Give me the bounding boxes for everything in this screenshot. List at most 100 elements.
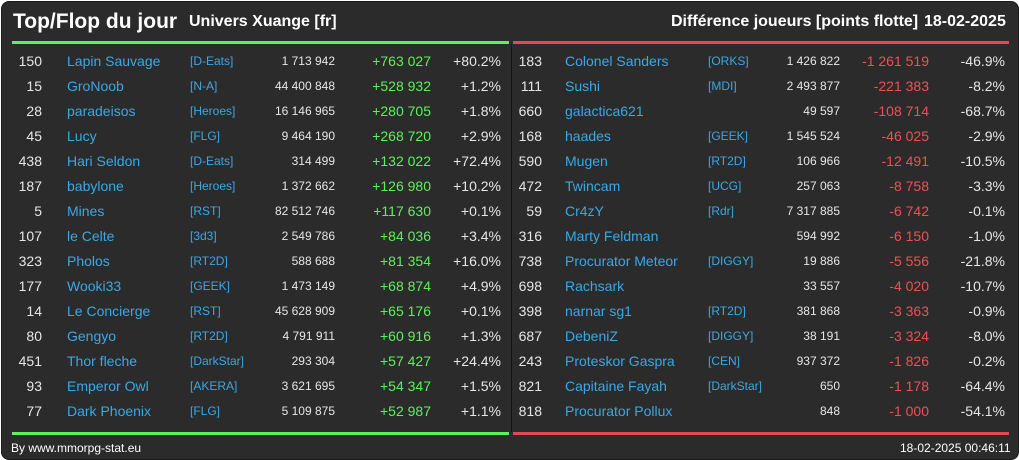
percent-change: -10.5% <box>960 153 1005 169</box>
player-name-link[interactable]: Wooki33 <box>67 278 122 294</box>
player-name-link[interactable]: Proteskor Gaspra <box>565 353 675 369</box>
alliance-tag-link[interactable]: [CEN] <box>708 354 741 368</box>
alliance-tag-link[interactable]: [3d3] <box>190 229 217 243</box>
player-name-link[interactable]: GroNoob <box>67 78 124 94</box>
alliance-tag-link[interactable]: [GEEK] <box>190 279 231 293</box>
player-points: 257 063 <box>796 179 840 193</box>
header: Top/Flop du jour Univers Xuange [fr] Dif… <box>2 2 1018 42</box>
top-row: 107 le Celte [3d3] 2 549 786 +84 036 +3.4% <box>2 224 502 249</box>
points-difference: -221 383 <box>873 78 929 94</box>
points-difference: -6 150 <box>889 228 929 244</box>
top-row: 150 Lapin Sauvage [D-Eats] 1 713 942 +763 02… <box>2 49 502 74</box>
player-name-link[interactable]: Hari Seldon <box>67 153 141 169</box>
points-difference: -3 363 <box>889 303 929 319</box>
player-rank: 15 <box>26 78 42 94</box>
player-name-link[interactable]: Lapin Sauvage <box>67 53 161 69</box>
player-points: 293 304 <box>291 354 335 368</box>
player-name-link[interactable]: DebeniZ <box>565 328 618 344</box>
player-points: 1 713 942 <box>281 54 335 68</box>
player-name-link[interactable]: galactica621 <box>565 103 644 119</box>
player-name-link[interactable]: le Celte <box>67 228 115 244</box>
alliance-tag-link[interactable]: [D-Eats] <box>190 154 234 168</box>
alliance-tag-link[interactable]: [MDI] <box>708 79 737 93</box>
alliance-tag-link[interactable]: [UCG] <box>708 179 742 193</box>
source-link[interactable]: By www.mmorpg-stat.eu <box>11 441 142 455</box>
player-name-link[interactable]: Twincam <box>565 178 621 194</box>
player-name-link[interactable]: Gengyo <box>67 328 117 344</box>
alliance-tag-link[interactable]: [DIGGY] <box>708 329 754 343</box>
flop-row: 472 Twincam [UCG] 257 063 -8 758 -3.3% <box>502 174 1005 199</box>
player-name-link[interactable]: narnar sg1 <box>565 303 632 319</box>
footer-timestamp: 18-02-2025 00:46:11 <box>900 441 1011 455</box>
alliance-tag-link[interactable]: [DarkStar] <box>708 379 763 393</box>
top-row: 177 Wooki33 [GEEK] 1 473 149 +68 874 +4.9% <box>2 274 502 299</box>
player-name-link[interactable]: Le Concierge <box>67 303 151 319</box>
player-points: 38 191 <box>803 329 840 343</box>
player-name-link[interactable]: Pholos <box>67 253 110 269</box>
player-rank: 59 <box>526 203 542 219</box>
points-difference: -1 178 <box>889 378 929 394</box>
player-name-link[interactable]: Lucy <box>67 128 97 144</box>
alliance-tag-link[interactable]: [RT2D] <box>190 254 228 268</box>
player-rank: 45 <box>26 128 42 144</box>
player-points: 650 <box>819 379 840 393</box>
alliance-tag-link[interactable]: [RT2D] <box>708 304 746 318</box>
percent-change: -54.1% <box>960 403 1005 419</box>
player-name-link[interactable]: Emperor Owl <box>67 378 149 394</box>
alliance-tag-link[interactable]: [D-Eats] <box>190 54 234 68</box>
player-rank: 5 <box>34 203 42 219</box>
points-difference: -5 556 <box>889 253 929 269</box>
alliance-tag-link[interactable]: [FLG] <box>190 129 221 143</box>
alliance-tag-link[interactable]: [RT2D] <box>190 329 228 343</box>
player-name-link[interactable]: Thor fleche <box>67 353 138 369</box>
alliance-tag-link[interactable]: [GEEK] <box>708 129 749 143</box>
player-rank: 738 <box>518 253 542 269</box>
player-rank: 111 <box>520 78 542 94</box>
alliance-tag-link[interactable]: [ORKS] <box>708 54 749 68</box>
points-difference: +117 630 <box>373 203 431 219</box>
player-name-link[interactable]: Procurator Meteor <box>565 253 678 269</box>
player-name-link[interactable]: haades <box>565 128 611 144</box>
points-difference: +57 427 <box>380 353 431 369</box>
player-name-link[interactable]: Sushi <box>565 78 601 94</box>
top-row: 15 GroNoob [N-A] 44 400 848 +528 932 +1.2% <box>2 74 502 99</box>
alliance-tag-link[interactable]: [N-A] <box>190 79 218 93</box>
flop-row: 818 Procurator Pollux 848 -1 000 -54.1% <box>502 399 1005 424</box>
player-rank: 183 <box>518 53 542 69</box>
alliance-tag-link[interactable]: [DarkStar] <box>190 354 245 368</box>
flop-row: 660 galactica621 49 597 -108 714 -68.7% <box>502 99 1005 124</box>
player-name-link[interactable]: Rachsark <box>565 278 625 294</box>
percent-change: +0.1% <box>460 303 501 319</box>
points-difference: +763 027 <box>372 53 431 69</box>
player-name-link[interactable]: Colonel Sanders <box>565 53 669 69</box>
player-name-link[interactable]: Mugen <box>565 153 608 169</box>
alliance-tag-link[interactable]: [Rdr] <box>708 204 735 218</box>
alliance-tag-link[interactable]: [DIGGY] <box>708 254 754 268</box>
alliance-tag-link[interactable]: [RST] <box>190 304 221 318</box>
top-row: 187 babylone [Heroes] 1 372 662 +126 980 +10.… <box>2 174 502 199</box>
alliance-tag-link[interactable]: [Heroes] <box>190 104 236 118</box>
player-name-link[interactable]: Cr4zY <box>565 203 604 219</box>
alliance-tag-link[interactable]: [RST] <box>190 204 221 218</box>
percent-change: +3.4% <box>460 228 501 244</box>
player-rank: 660 <box>518 103 542 119</box>
player-points: 5 109 875 <box>281 404 335 418</box>
player-name-link[interactable]: Capitaine Fayah <box>565 378 667 394</box>
player-name-link[interactable]: Marty Feldman <box>565 228 659 244</box>
alliance-tag-link[interactable]: [RT2D] <box>708 154 746 168</box>
player-points: 45 628 909 <box>274 304 335 318</box>
player-name-link[interactable]: paradeisos <box>67 103 136 119</box>
player-name-link[interactable]: Procurator Pollux <box>565 403 673 419</box>
percent-change: +1.2% <box>460 78 501 94</box>
metric-label: Différence joueurs [points flotte] <box>671 13 919 30</box>
player-rank: 150 <box>18 53 42 69</box>
top-row: 323 Pholos [RT2D] 588 688 +81 354 +16.0% <box>2 249 502 274</box>
player-name-link[interactable]: Dark Phoenix <box>67 403 152 419</box>
percent-change: -8.0% <box>968 328 1005 344</box>
player-name-link[interactable]: Mines <box>67 203 105 219</box>
alliance-tag-link[interactable]: [AKERA] <box>190 379 238 393</box>
alliance-tag-link[interactable]: [FLG] <box>190 404 221 418</box>
player-rank: 687 <box>518 328 542 344</box>
alliance-tag-link[interactable]: [Heroes] <box>190 179 236 193</box>
player-name-link[interactable]: babylone <box>67 178 124 194</box>
